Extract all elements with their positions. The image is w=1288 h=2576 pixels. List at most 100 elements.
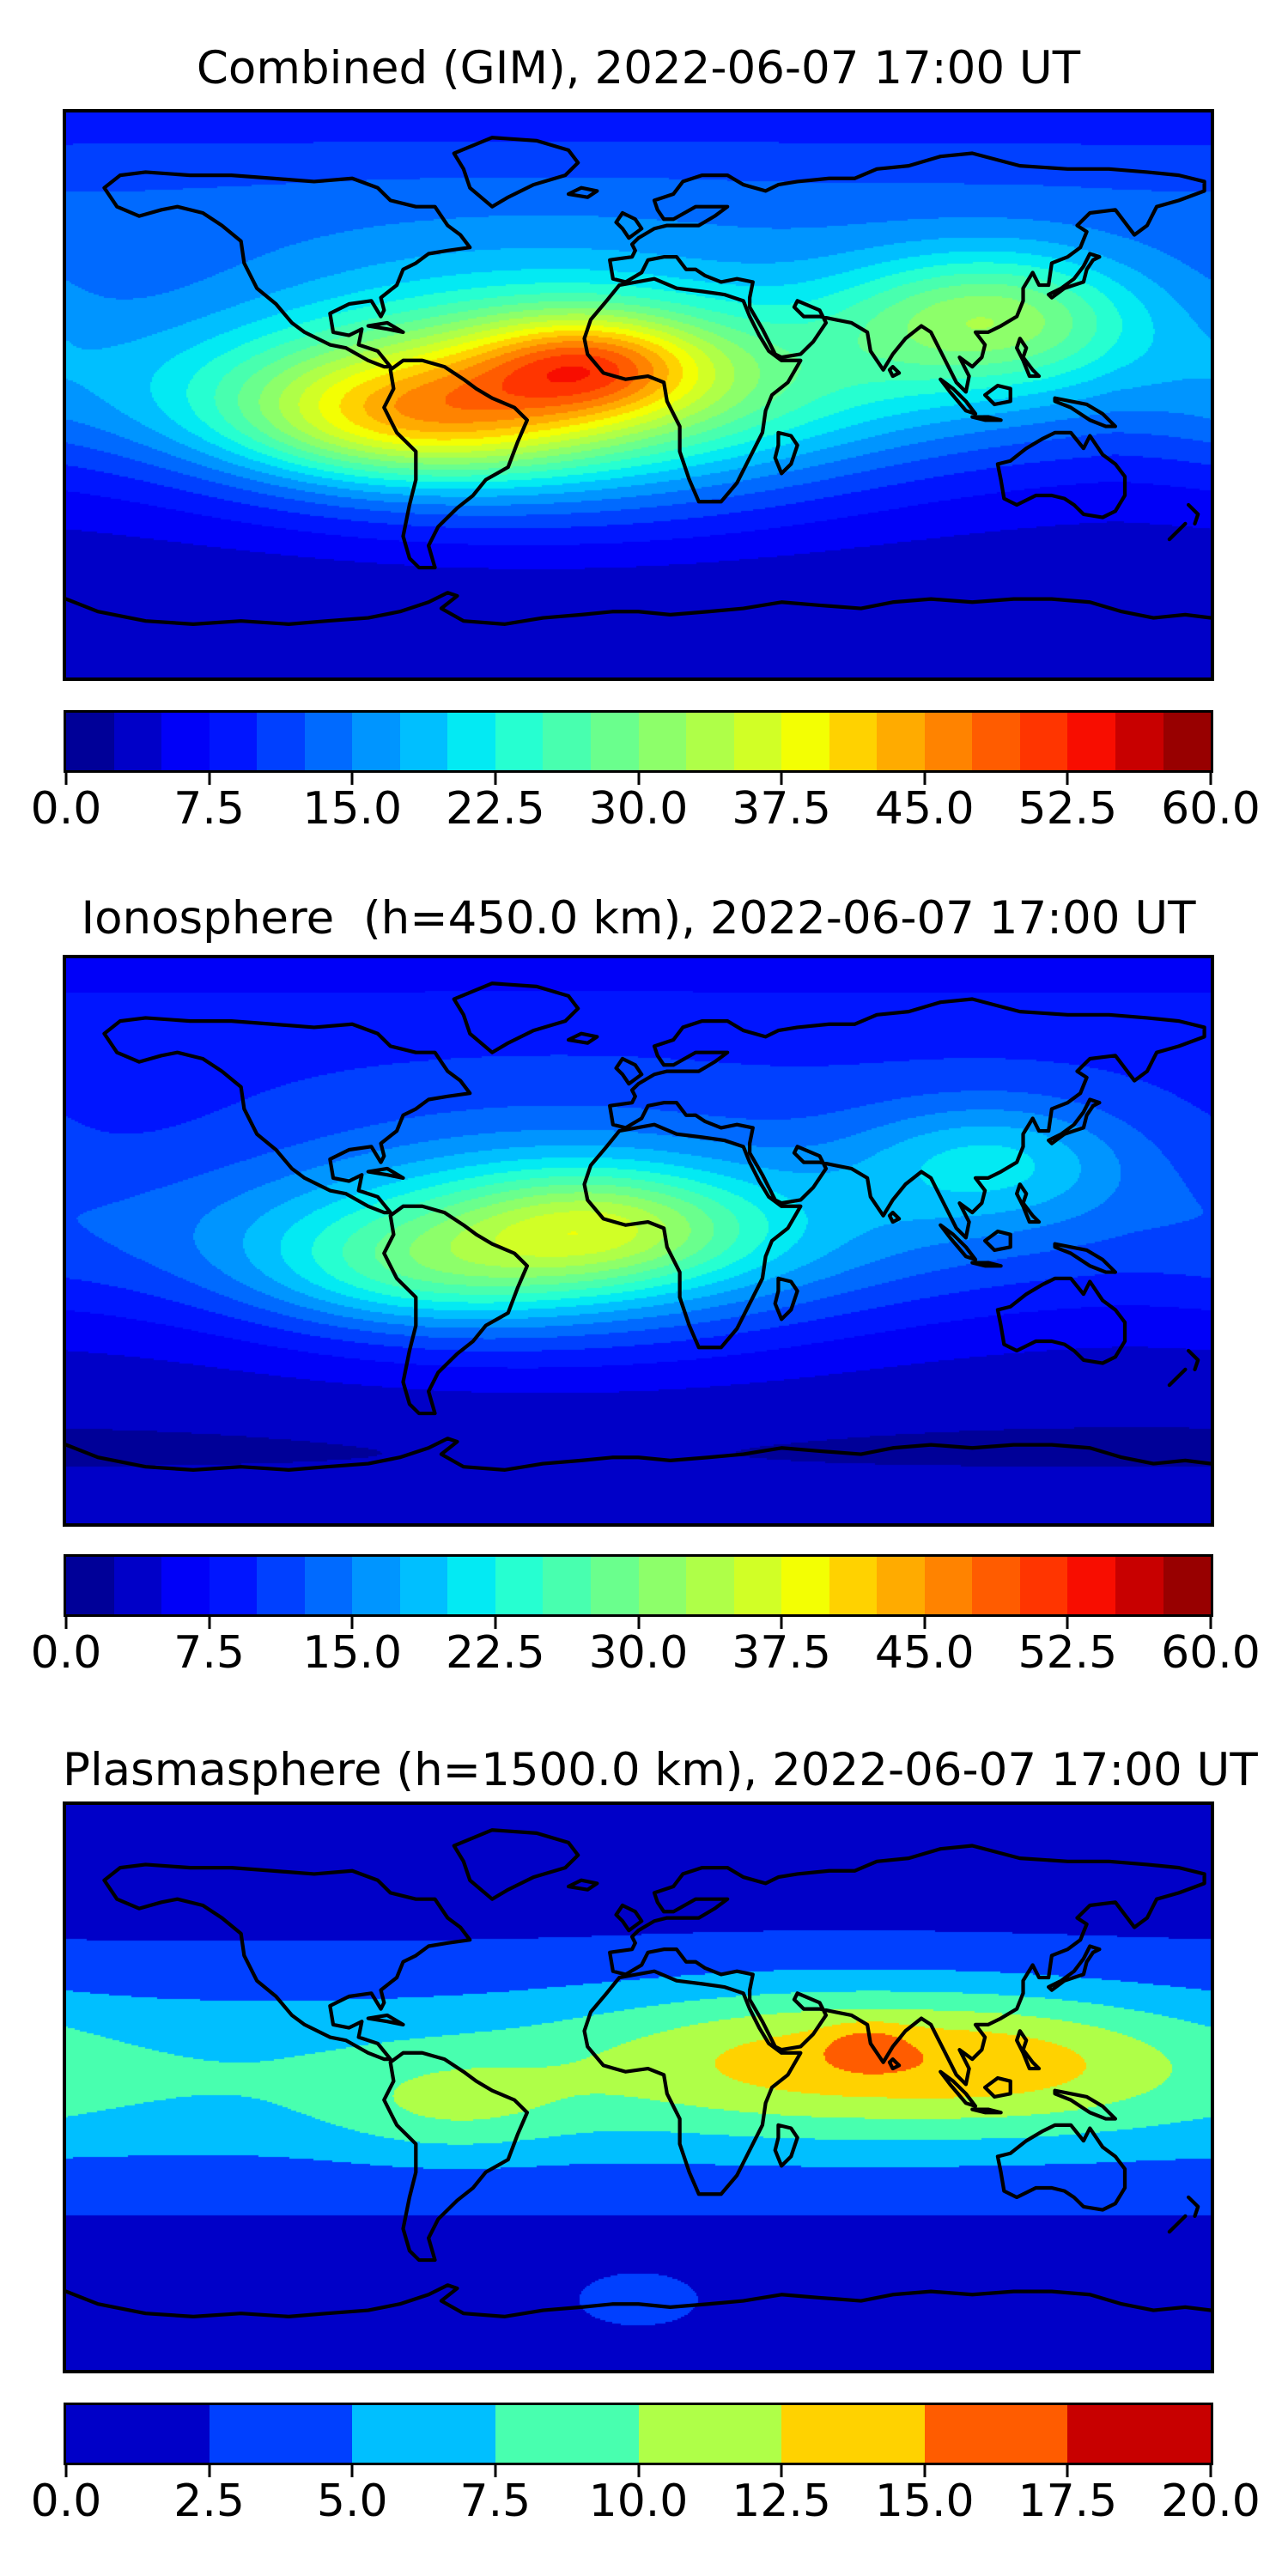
coastline-path: [1053, 396, 1118, 428]
coastline-path: [995, 430, 1127, 519]
panel-ionosphere-title: Ionosphere (h=450.0 km), 2022-06-07 17:0…: [81, 892, 1196, 945]
colorbar-tick: [208, 2465, 211, 2477]
coastline-path: [366, 320, 405, 334]
coastline-path: [1047, 1097, 1102, 1145]
colorbar-tick-label: 22.5: [445, 783, 545, 835]
colorbar-tick-label: 15.0: [874, 2476, 975, 2527]
coastline-path: [1167, 1367, 1188, 1388]
coastline-path: [970, 1261, 1003, 1268]
plasmasphere-colorbar: [64, 2403, 1213, 2465]
coastline-path: [566, 1031, 599, 1045]
colorbar-segment: [1067, 713, 1116, 770]
coastline-path: [452, 136, 580, 209]
coastline-path: [995, 2123, 1127, 2212]
colorbar-segment: [638, 2405, 782, 2463]
ionosphere-colorbar: [64, 1554, 1213, 1617]
colorbar-tick-label: 30.0: [588, 783, 689, 835]
colorbar-tick: [350, 773, 354, 785]
colorbar-segment: [877, 1557, 925, 1614]
colorbar-segment: [304, 1557, 353, 1614]
colorbar-segment: [1163, 713, 1212, 770]
colorbar-tick-label: 0.0: [30, 783, 102, 835]
coastline-path: [582, 276, 803, 504]
colorbar-tick-label: 15.0: [302, 783, 403, 835]
colorbar-tick-label: 7.5: [459, 2476, 532, 2527]
coastline-path: [1186, 502, 1200, 526]
colorbar-tick: [64, 2465, 68, 2477]
colorbar-segment: [447, 1557, 495, 1614]
colorbar-tick: [208, 773, 211, 785]
colorbar-tick-label: 15.0: [302, 1627, 403, 1679]
coastline-path: [1186, 2195, 1200, 2218]
coastline-path: [102, 1016, 472, 1215]
colorbar-segment: [781, 713, 829, 770]
colorbar-tick: [1209, 2465, 1212, 2477]
coastline-path: [582, 1122, 803, 1350]
colorbar-segment: [113, 713, 162, 770]
ionosphere-colorbar-ticks: [64, 1617, 1212, 1629]
coastline-path: [1167, 2214, 1188, 2234]
combined-map-coastlines: [66, 136, 1211, 626]
coastline-path: [66, 1437, 1211, 1472]
coastline-path: [887, 364, 902, 379]
colorbar-tick: [208, 1617, 211, 1629]
coastline-path: [1047, 1944, 1102, 1992]
colorbar-segment: [543, 1557, 592, 1614]
coastline-path: [970, 415, 1003, 422]
colorbar-segment: [257, 713, 305, 770]
colorbar-tick: [350, 1617, 354, 1629]
panel-plasmasphere-title: Plasmasphere (h=1500.0 km), 2022-06-07 1…: [63, 1744, 1258, 1796]
colorbar-segment: [209, 1557, 258, 1614]
colorbar-tick: [923, 773, 927, 785]
combined-map-contour-canvas: [66, 112, 1211, 677]
colorbar-segment: [495, 713, 544, 770]
coastline-path: [773, 430, 799, 476]
plasmasphere-map-coastlines: [66, 1828, 1211, 2318]
colorbar-tick: [637, 1617, 640, 1629]
ionosphere-map-coastlines: [66, 981, 1211, 1472]
colorbar-tick: [494, 1617, 497, 1629]
coastline-path: [382, 358, 530, 570]
plasmasphere-colorbar-labels: 0.0 2.5 5.0 7.5 10.0 12.5 15.0 17.5 20.0: [31, 2476, 1261, 2527]
coastline-path: [608, 151, 1206, 394]
combined-colorbar-labels: 0.0 7.5 15.0 22.5 30.0 37.5 45.0 52.5 60.0: [31, 783, 1261, 835]
coastline-path: [1053, 2088, 1118, 2121]
colorbar-segment: [399, 713, 448, 770]
coastline-path: [773, 2123, 799, 2168]
colorbar-tick-label: 60.0: [1161, 783, 1261, 835]
colorbar-segment: [495, 1557, 544, 1614]
combined-colorbar: [64, 710, 1213, 773]
colorbar-tick: [64, 1617, 68, 1629]
coastline-path: [608, 997, 1206, 1240]
ionosphere-map-contour-canvas: [66, 958, 1211, 1523]
colorbar-segment: [829, 713, 878, 770]
colorbar-tick-label: 10.0: [588, 2476, 689, 2527]
colorbar-tick-label: 60.0: [1161, 1627, 1261, 1679]
coastline-path: [1015, 2029, 1042, 2071]
colorbar-tick: [494, 773, 497, 785]
colorbar-segment: [1067, 1557, 1116, 1614]
coastline-path: [614, 1903, 644, 1933]
colorbar-segment: [591, 1557, 639, 1614]
coastline-path: [66, 591, 1211, 626]
colorbar-tick: [780, 2465, 783, 2477]
coastline-path: [1015, 1182, 1042, 1224]
colorbar-segment: [972, 1557, 1020, 1614]
colorbar-tick: [637, 2465, 640, 2477]
coastline-path: [102, 170, 472, 369]
coastline-path: [566, 1878, 599, 1892]
colorbar-segment: [1019, 713, 1068, 770]
colorbar-segment: [591, 713, 639, 770]
coastline-path: [1015, 337, 1042, 379]
colorbar-tick-label: 52.5: [1018, 1627, 1118, 1679]
colorbar-tick-label: 7.5: [173, 783, 245, 835]
coastline-path: [608, 1844, 1206, 2087]
coastline-path: [452, 981, 580, 1054]
ionosphere-map: [63, 955, 1214, 1527]
coastline-path: [982, 2075, 1012, 2099]
colorbar-segment: [66, 713, 114, 770]
colorbar-tick-label: 37.5: [732, 783, 832, 835]
colorbar-segment: [66, 1557, 114, 1614]
colorbar-segment: [1163, 1557, 1212, 1614]
